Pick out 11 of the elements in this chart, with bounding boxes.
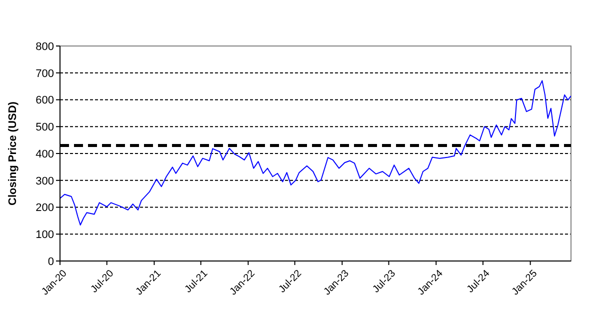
y-tick-label: 0: [48, 256, 54, 268]
y-tick-label: 300: [36, 175, 54, 188]
y-axis-title: Closing Price (USD): [6, 101, 19, 206]
line-series: [60, 80, 571, 226]
y-tick-label: 200: [36, 202, 54, 214]
y-tick-label: 700: [36, 68, 54, 80]
y-tick-label: 100: [36, 229, 54, 242]
y-tick-label: 500: [36, 122, 54, 134]
y-tick-label: 800: [36, 40, 54, 53]
y-tick-label: 600: [36, 94, 54, 107]
y-tick-label: 400: [36, 148, 54, 160]
